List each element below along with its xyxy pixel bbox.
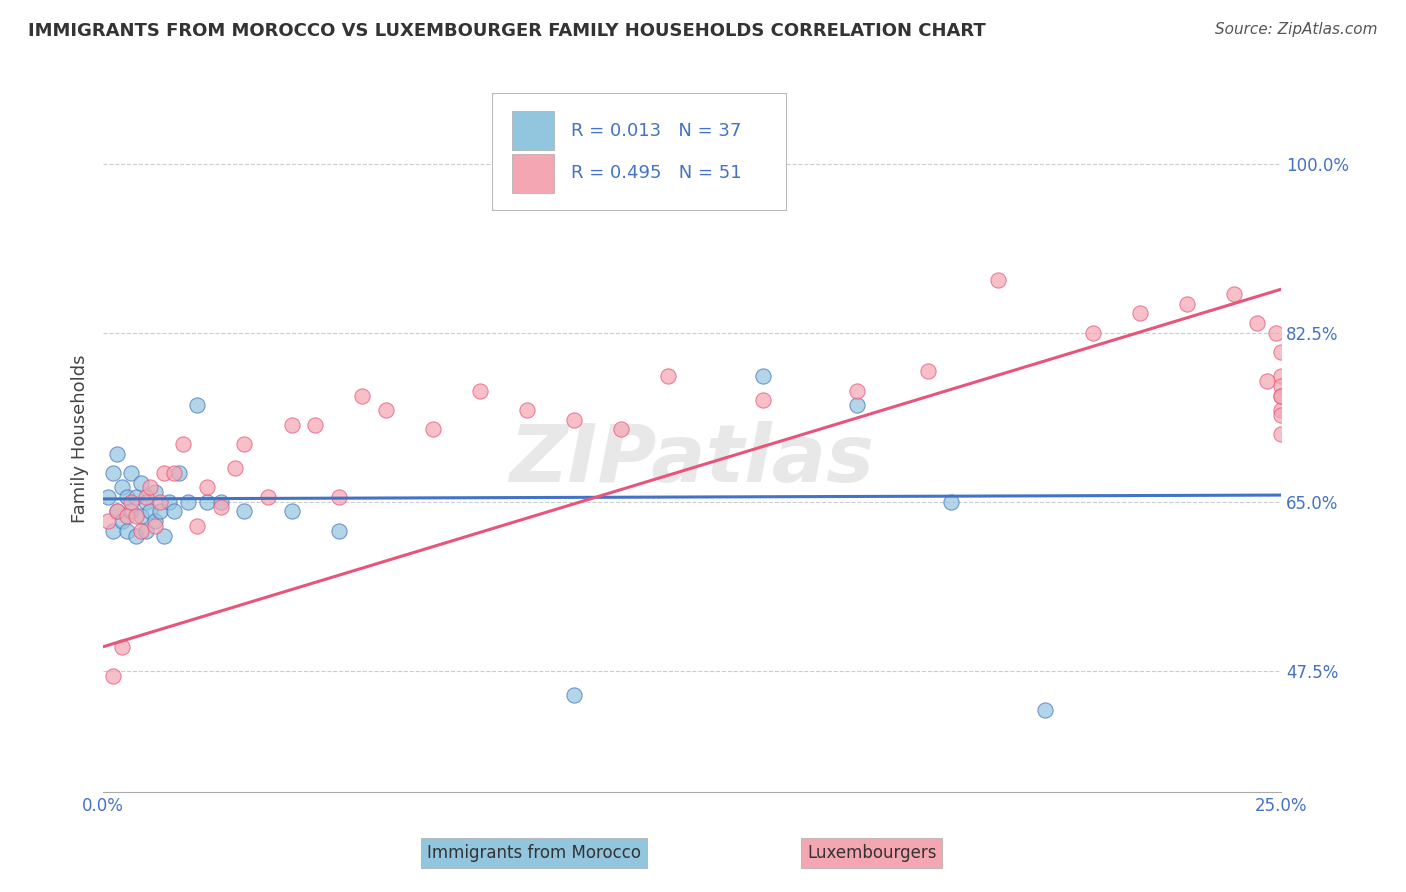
Point xyxy=(97,490,120,504)
Point xyxy=(163,504,186,518)
Point xyxy=(1223,287,1246,301)
Point xyxy=(468,384,491,398)
Point xyxy=(845,384,868,398)
Point xyxy=(149,495,172,509)
Y-axis label: Family Households: Family Households xyxy=(72,355,89,524)
Point xyxy=(1081,326,1104,340)
Point xyxy=(111,480,134,494)
Point xyxy=(751,393,773,408)
Point xyxy=(1270,388,1292,402)
Point xyxy=(143,519,166,533)
Point xyxy=(105,504,128,518)
Point xyxy=(135,490,157,504)
Point xyxy=(1270,427,1292,442)
FancyBboxPatch shape xyxy=(512,153,554,193)
Point xyxy=(125,509,148,524)
Point xyxy=(120,466,142,480)
Point xyxy=(129,475,152,490)
Point xyxy=(111,640,134,654)
Point xyxy=(374,403,396,417)
Point xyxy=(115,490,138,504)
Point xyxy=(129,509,152,524)
Point xyxy=(120,504,142,518)
Point xyxy=(195,495,218,509)
Point xyxy=(751,369,773,384)
Text: R = 0.495   N = 51: R = 0.495 N = 51 xyxy=(571,164,741,182)
Point xyxy=(941,495,963,509)
Point xyxy=(1270,369,1292,384)
Point xyxy=(115,509,138,524)
Point xyxy=(610,422,633,436)
Point xyxy=(97,514,120,528)
Point xyxy=(1270,379,1292,393)
Point xyxy=(101,669,124,683)
Point xyxy=(163,466,186,480)
Point xyxy=(1256,374,1278,388)
Point xyxy=(209,495,232,509)
Text: ZIPatlas: ZIPatlas xyxy=(509,421,875,500)
Point xyxy=(257,490,280,504)
Text: IMMIGRANTS FROM MOROCCO VS LUXEMBOURGER FAMILY HOUSEHOLDS CORRELATION CHART: IMMIGRANTS FROM MOROCCO VS LUXEMBOURGER … xyxy=(28,22,986,40)
Text: Luxembourgers: Luxembourgers xyxy=(807,844,936,862)
Text: R = 0.013   N = 37: R = 0.013 N = 37 xyxy=(571,122,741,140)
Point xyxy=(195,480,218,494)
Point xyxy=(139,480,162,494)
Point xyxy=(101,466,124,480)
Point xyxy=(352,388,374,402)
Point xyxy=(186,398,208,412)
Point xyxy=(233,437,256,451)
Point xyxy=(135,495,157,509)
Point xyxy=(105,446,128,460)
Point xyxy=(233,504,256,518)
Point xyxy=(516,403,538,417)
Point xyxy=(1035,702,1057,716)
FancyBboxPatch shape xyxy=(492,94,786,210)
FancyBboxPatch shape xyxy=(512,112,554,150)
Point xyxy=(562,688,585,702)
Point xyxy=(304,417,326,432)
Point xyxy=(1265,326,1288,340)
Point xyxy=(167,466,190,480)
Point xyxy=(1270,408,1292,422)
Point xyxy=(143,485,166,500)
Point xyxy=(422,422,444,436)
Point xyxy=(105,504,128,518)
Point xyxy=(129,524,152,538)
Point xyxy=(657,369,679,384)
Point xyxy=(845,398,868,412)
Point xyxy=(186,519,208,533)
Point xyxy=(125,529,148,543)
Point xyxy=(143,514,166,528)
Point xyxy=(153,529,176,543)
Point xyxy=(328,490,350,504)
Point xyxy=(328,524,350,538)
Point xyxy=(280,504,302,518)
Point xyxy=(987,272,1010,286)
Point xyxy=(1246,316,1268,330)
Point xyxy=(1270,388,1292,402)
Point xyxy=(135,524,157,538)
Point xyxy=(120,495,142,509)
Point xyxy=(149,504,172,518)
Point xyxy=(917,364,939,378)
Point xyxy=(172,437,194,451)
Point xyxy=(1270,403,1292,417)
Point xyxy=(101,524,124,538)
Point xyxy=(1129,306,1152,320)
Point xyxy=(153,466,176,480)
Point xyxy=(115,524,138,538)
Text: Immigrants from Morocco: Immigrants from Morocco xyxy=(427,844,641,862)
Point xyxy=(280,417,302,432)
Point xyxy=(1270,345,1292,359)
Point xyxy=(1175,297,1198,311)
Text: Source: ZipAtlas.com: Source: ZipAtlas.com xyxy=(1215,22,1378,37)
Point xyxy=(177,495,200,509)
Point xyxy=(562,413,585,427)
Point xyxy=(224,461,246,475)
Point xyxy=(111,514,134,528)
Point xyxy=(209,500,232,514)
Point xyxy=(157,495,180,509)
Point xyxy=(125,490,148,504)
Point xyxy=(139,504,162,518)
